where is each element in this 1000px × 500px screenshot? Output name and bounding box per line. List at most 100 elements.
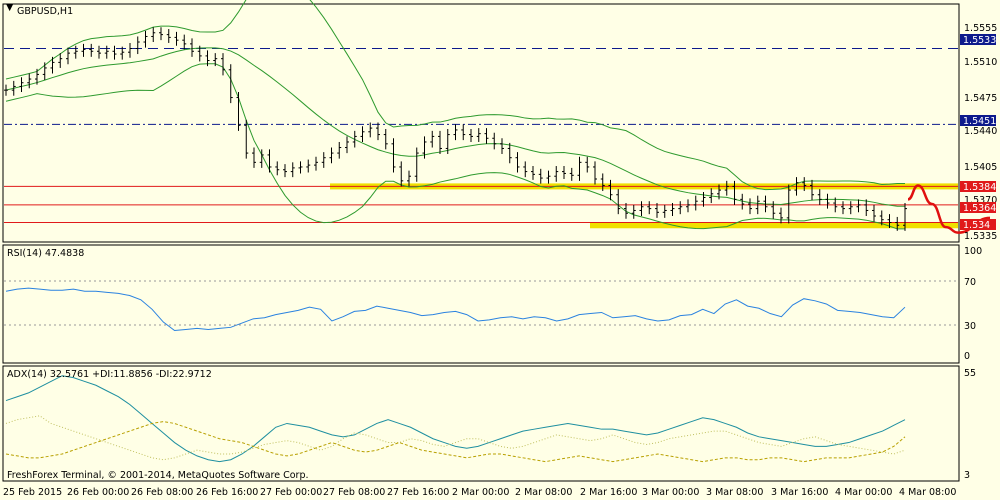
- price-bar: [345, 136, 349, 154]
- rsi-series: [5, 287, 906, 332]
- price-bar: [740, 193, 745, 210]
- level-label-box: [960, 34, 996, 45]
- price-bar: [228, 64, 233, 104]
- price-bar: [600, 173, 605, 192]
- price-bar: [151, 27, 156, 43]
- price-bar: [833, 197, 838, 213]
- price-bar: [190, 38, 194, 57]
- price-bar: [11, 80, 16, 96]
- price-tick-label: 1.5440: [964, 126, 997, 137]
- price-bar: [825, 193, 830, 209]
- price-bar: [337, 141, 342, 159]
- price-bar: [159, 27, 163, 41]
- price-bar: [27, 73, 32, 89]
- price-bar: [546, 170, 551, 184]
- price-tick-label: 1.5335: [964, 231, 997, 242]
- price-bar: [290, 162, 295, 178]
- price-bar: [321, 152, 326, 168]
- price-bar: [732, 180, 737, 205]
- forecast-curve: [907, 184, 991, 234]
- time-tick-label: 2 Mar 00:00: [452, 487, 509, 498]
- price-bar: [259, 149, 264, 168]
- price-tick-label: 1.5555: [964, 23, 997, 34]
- price-bar: [252, 147, 256, 168]
- price-bar: [422, 136, 427, 159]
- price-bar: [461, 124, 466, 141]
- price-bar: [562, 166, 566, 179]
- forecast-path: [907, 184, 991, 234]
- price-bar: [779, 207, 783, 224]
- price-bar: [314, 156, 318, 171]
- level-label-1.5451: 1.5451: [963, 116, 996, 127]
- adx-title: ADX(14) 32.5761 +DI:11.8856 -DI:22.9712: [7, 369, 212, 380]
- price-bar: [329, 147, 334, 164]
- price-bar: [748, 198, 752, 215]
- price-bar: [903, 203, 907, 231]
- price-bar: [197, 45, 202, 62]
- price-bar: [81, 43, 86, 57]
- price-bar: [166, 29, 171, 43]
- price-bar: [538, 168, 543, 184]
- main-pane: [2, 3, 960, 243]
- price-bar: [484, 128, 489, 144]
- price-tick-label: 1.5405: [964, 162, 997, 173]
- horizontal-levels: [4, 47, 958, 223]
- rsi-scale-label: 30: [964, 321, 976, 332]
- price-bar: [693, 195, 698, 211]
- time-tick-label: 3 Mar 08:00: [706, 487, 763, 498]
- time-tick-label: 25 Feb 2015: [3, 487, 62, 498]
- price-bar: [438, 130, 442, 155]
- price-bar: [531, 166, 535, 180]
- price-bar: [430, 130, 435, 148]
- price-bar: [89, 43, 94, 57]
- price-bar: [50, 56, 55, 74]
- price-bar: [794, 177, 799, 196]
- price-bar: [407, 170, 411, 187]
- price-bar: [445, 129, 450, 155]
- price-bar: [97, 45, 101, 59]
- band-upper: [5, 0, 905, 191]
- price-bar: [298, 161, 303, 174]
- price-bar: [763, 195, 768, 213]
- time-tick-label: 3 Mar 16:00: [771, 487, 828, 498]
- price-bar: [616, 189, 621, 215]
- price-bar: [724, 180, 729, 196]
- price-bar: [66, 47, 70, 65]
- price-bar: [73, 45, 78, 59]
- time-tick-label: 4 Mar 08:00: [899, 487, 956, 498]
- price-bar: [414, 147, 419, 182]
- price-bar: [577, 156, 582, 181]
- copyright-text: FreshForex Terminal, © 2001-2014, MetaQu…: [7, 470, 309, 481]
- adx-scale-label: 55: [964, 368, 976, 379]
- price-bar: [283, 164, 287, 178]
- price-bar: [864, 199, 869, 217]
- price-bar: [399, 161, 404, 187]
- price-bar: [872, 204, 876, 222]
- price-bar: [569, 167, 574, 181]
- price-bar: [500, 138, 504, 155]
- price-bar: [709, 188, 714, 204]
- price-bar: [879, 210, 884, 226]
- price-bar: [647, 201, 652, 215]
- price-bar: [717, 184, 721, 200]
- price-bar: [492, 132, 497, 150]
- price-bar: [128, 42, 132, 58]
- price-bar: [35, 68, 39, 85]
- time-tick-label: 4 Mar 00:00: [835, 487, 892, 498]
- price-bar: [895, 216, 900, 231]
- price-bar: [476, 128, 481, 142]
- time-tick-label: 2 Mar 08:00: [515, 487, 572, 498]
- price-bar: [221, 53, 225, 76]
- bollinger-bands: [5, 0, 905, 230]
- yellow-zone: [590, 222, 958, 229]
- main-title: GBPUSD,H1: [17, 6, 73, 17]
- price-bar: [624, 203, 628, 219]
- time-tick-label: 27 Feb 08:00: [323, 487, 385, 498]
- price-bar: [887, 214, 892, 229]
- time-tick-label: 26 Feb 16:00: [196, 487, 258, 498]
- price-bar: [585, 156, 590, 173]
- price-bar: [469, 129, 473, 142]
- main-dropdown-icon[interactable]: ▼: [6, 2, 14, 13]
